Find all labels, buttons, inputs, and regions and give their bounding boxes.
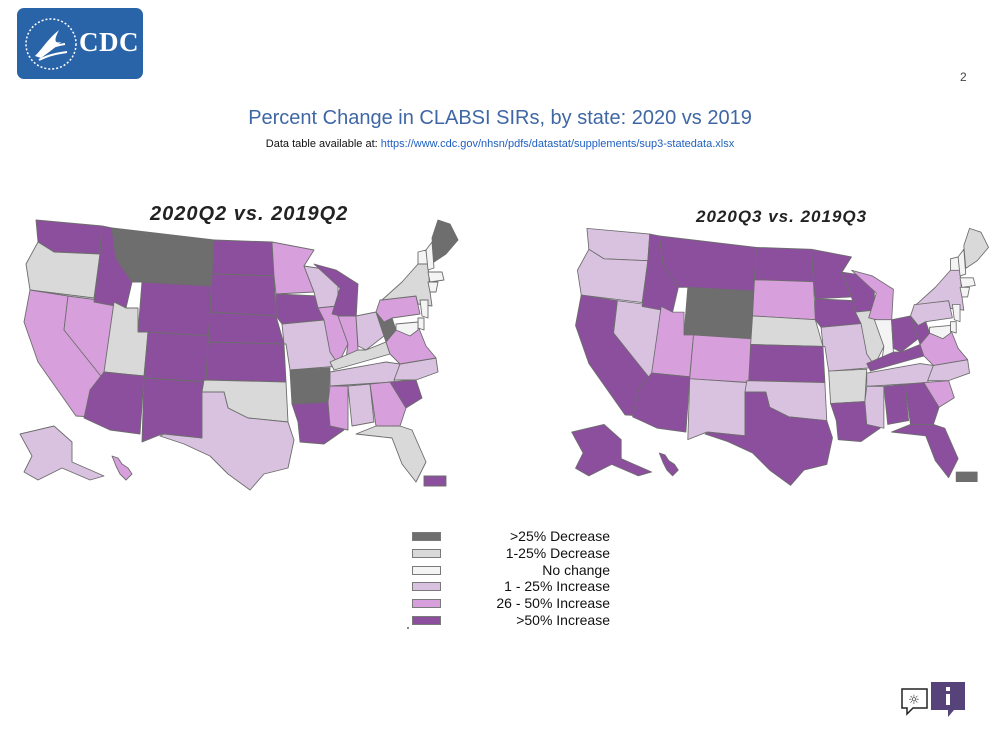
legend-swatch: [412, 565, 441, 575]
state-or: [25, 241, 101, 299]
hhs-eagle-icon: [25, 18, 77, 70]
corner-mark: 2: [960, 70, 967, 84]
state-pr: [423, 475, 447, 487]
us-map-q2: [19, 219, 459, 491]
state-oh: [355, 311, 385, 351]
state-nj: [951, 304, 961, 323]
page-title: Percent Change in CLABSI SIRs, by state:…: [248, 107, 752, 129]
state-co: [143, 331, 211, 383]
state-sd: [752, 279, 816, 321]
state-nd: [754, 246, 814, 283]
state-al: [883, 384, 910, 425]
stray-dot: [407, 627, 409, 629]
state-ga: [904, 382, 940, 425]
state-oh: [891, 315, 919, 353]
state-ct: [427, 281, 439, 293]
state-tx: [704, 391, 833, 486]
legend-swatch: [412, 532, 441, 541]
legend-label: 1-25% Decrease: [505, 544, 610, 561]
legend: >25% Decrease 1-25% Decrease No change 1…: [412, 528, 612, 629]
source-prefix: Data table available at:: [265, 138, 378, 150]
legend-item: 1-25% Decrease: [412, 545, 612, 562]
state-sc: [389, 379, 423, 409]
legend-label: >25% Decrease: [509, 528, 610, 544]
state-ma: [427, 271, 445, 283]
state-fl: [355, 425, 427, 483]
source-link[interactable]: https://www.cdc.gov/nhsn/pdfs/datastat/s…: [380, 138, 735, 150]
state-md: [929, 325, 951, 340]
legend-item: 1 - 25% Increase: [412, 578, 612, 595]
state-hi: [658, 452, 679, 477]
legend-label: No change: [542, 561, 610, 578]
state-me: [963, 227, 990, 269]
cdc-logo: CDC: [17, 8, 143, 79]
map-title-q2: 2020Q2 vs. 2019Q2: [150, 203, 349, 225]
state-nd: [211, 239, 275, 277]
state-wy: [683, 286, 755, 340]
state-or: [576, 248, 649, 304]
state-md: [395, 321, 419, 337]
state-ms: [327, 385, 349, 431]
state-de: [417, 317, 425, 331]
state-ne: [750, 315, 824, 347]
state-fl: [891, 424, 959, 479]
state-de: [950, 321, 957, 334]
us-map-q3: [571, 227, 990, 486]
state-pr: [955, 471, 978, 482]
state-ar: [828, 368, 868, 404]
legend-swatch: [412, 582, 441, 592]
state-ct: [959, 286, 970, 298]
legend-item: >25% Decrease: [412, 528, 612, 545]
legend-item: >50% Increase: [412, 612, 612, 629]
legend-swatch: [412, 548, 441, 558]
state-me: [431, 219, 459, 263]
state-nh: [425, 241, 435, 271]
state-ma: [959, 277, 976, 288]
legend-swatch: [412, 615, 441, 625]
legend-item: No change: [412, 562, 612, 579]
state-ar: [289, 367, 331, 405]
state-mi: [313, 263, 359, 321]
state-tx: [159, 391, 295, 491]
state-ak: [571, 424, 653, 477]
state-ks: [748, 344, 826, 383]
map-title-q3: 2020Q3 vs. 2019Q3: [696, 207, 868, 226]
state-ne: [207, 311, 285, 345]
state-co: [689, 334, 753, 383]
state-wy: [137, 281, 213, 337]
feedback-chat-icon[interactable]: ☼: [899, 680, 971, 726]
state-nj: [419, 299, 429, 319]
state-ks: [205, 341, 287, 383]
state-nh: [957, 248, 967, 277]
state-al: [347, 383, 375, 427]
state-ms: [864, 385, 885, 429]
state-sd: [209, 273, 277, 317]
state-mi: [851, 269, 894, 324]
svg-text:☼: ☼: [908, 693, 920, 708]
state-nm: [687, 378, 748, 441]
legend-label: >50% Increase: [516, 611, 610, 628]
state-nm: [141, 377, 205, 443]
state-sc: [923, 380, 955, 408]
logo-text: CDC: [79, 27, 139, 57]
legend-swatch: [412, 599, 441, 609]
state-hi: [111, 455, 133, 481]
state-ak: [19, 425, 105, 481]
state-ga: [369, 381, 407, 427]
source-line: Data table available at: https://www.cdc…: [0, 138, 1000, 150]
legend-label: 26 - 50% Increase: [496, 595, 610, 612]
state-pa: [375, 295, 421, 323]
legend-item: 26 - 50% Increase: [412, 595, 612, 612]
legend-label: 1 - 25% Increase: [504, 578, 610, 595]
state-pa: [910, 300, 953, 326]
